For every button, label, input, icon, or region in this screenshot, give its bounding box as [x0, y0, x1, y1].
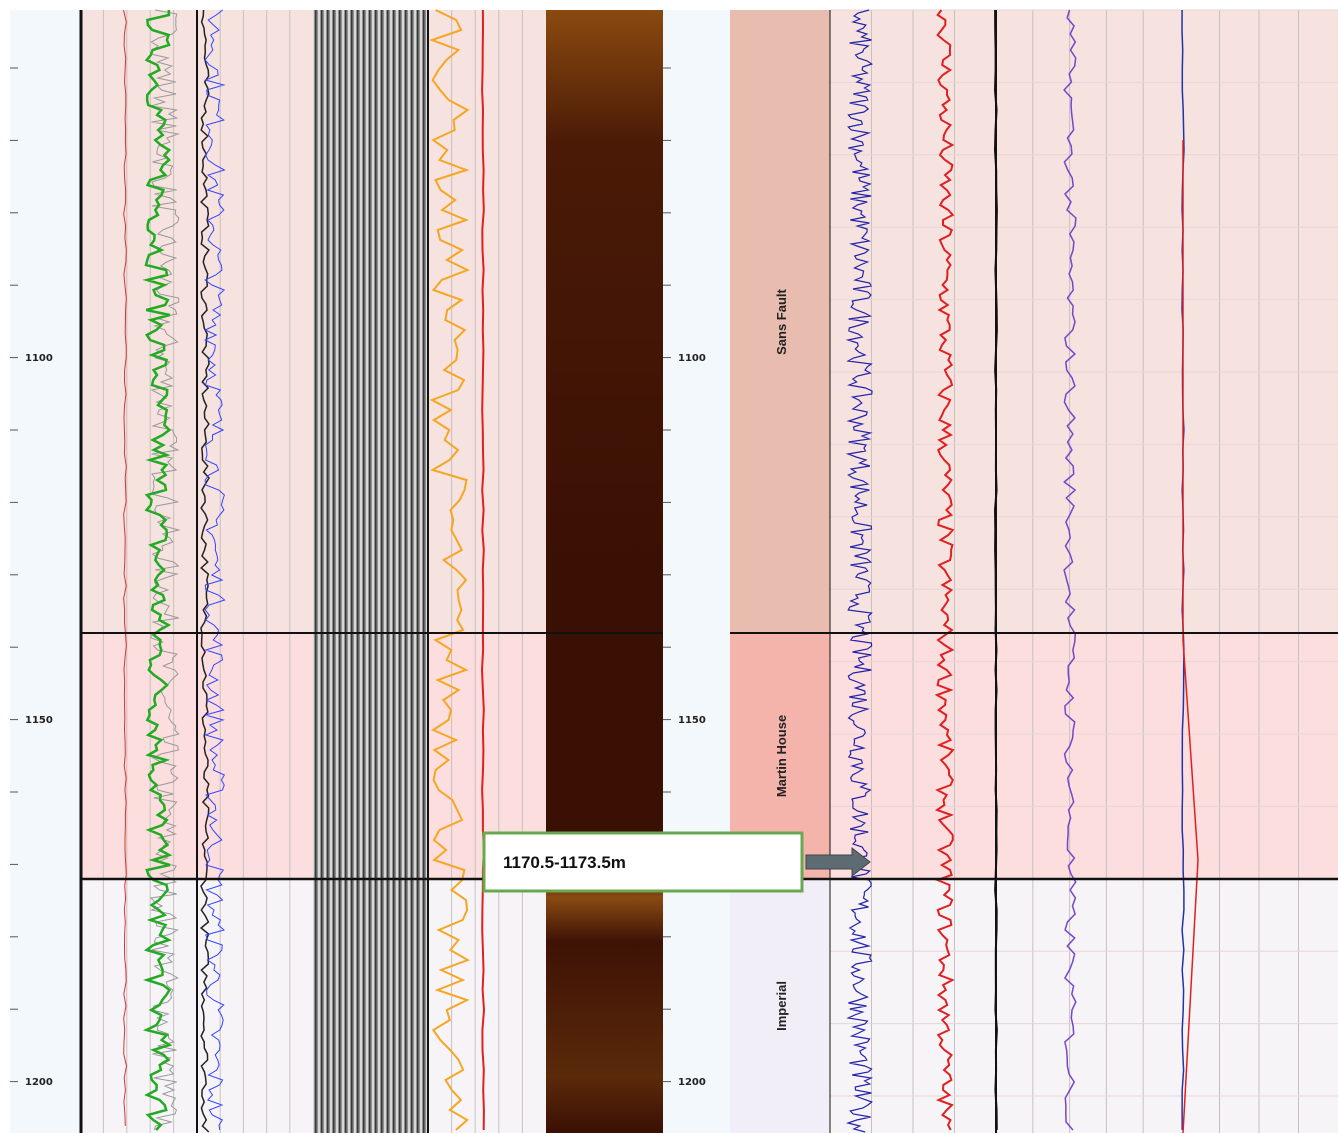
- depth-ticks: [10, 67, 671, 1083]
- formation-label: Imperial: [774, 981, 789, 1031]
- depth-label: 1200: [25, 1077, 53, 1088]
- zone: [830, 633, 1338, 879]
- depth-label: 1100: [25, 353, 53, 364]
- log-curve: [480, 9, 486, 1131]
- log-curve: [142, 9, 173, 1131]
- log-curve: [934, 9, 955, 1131]
- image-track: [313, 10, 428, 1133]
- log-curve: [429, 9, 471, 1131]
- zone: [830, 879, 1338, 1133]
- zone: [830, 10, 1338, 633]
- log-curve: [1182, 140, 1199, 1133]
- depth-label: 1150: [25, 715, 53, 726]
- formation-box: [730, 10, 830, 633]
- formation-label: Sans Fault: [774, 288, 789, 354]
- log-curve: [1063, 9, 1077, 1131]
- depth-label: 1150: [678, 715, 706, 726]
- log-curve: [199, 9, 210, 1133]
- log-curve: [123, 9, 128, 1127]
- grid: [102, 9, 1338, 1133]
- log-curve: [845, 9, 874, 1133]
- annotation-arrow: [805, 846, 871, 878]
- formation-label: Martin House: [774, 715, 789, 797]
- log-curve: [203, 9, 226, 1131]
- annotation-label: 1170.5-1173.5m: [503, 853, 626, 872]
- annotation-box: [482, 831, 804, 893]
- depth-label: 1200: [678, 1077, 706, 1088]
- depth-label: 1100: [678, 353, 706, 364]
- formation-box: [730, 879, 830, 1133]
- image-track: [546, 10, 663, 1133]
- depth-track: [663, 10, 730, 1133]
- depth-track: [10, 10, 80, 1133]
